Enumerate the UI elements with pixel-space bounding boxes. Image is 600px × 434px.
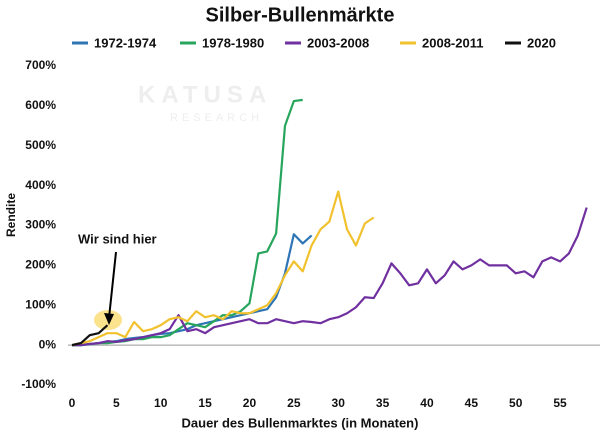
x-tick-label: 40 bbox=[420, 396, 434, 410]
y-tick-label: -100% bbox=[21, 377, 56, 391]
series-line bbox=[71, 190, 375, 347]
x-axis-label: Dauer des Bullenmarktes (in Monaten) bbox=[182, 415, 419, 430]
y-tick-label: 600% bbox=[25, 98, 56, 112]
annotation: Wir sind hier bbox=[78, 231, 157, 246]
y-tick-label: 300% bbox=[25, 218, 56, 232]
x-tick-label: 35 bbox=[376, 396, 390, 410]
y-tick-label: 100% bbox=[25, 297, 56, 311]
chart-title: Silber-Bullenmärkte bbox=[206, 4, 395, 26]
series-line bbox=[71, 324, 109, 347]
legend-label: 2003-2008 bbox=[307, 35, 369, 50]
x-tick-label: 30 bbox=[332, 396, 346, 410]
x-tick-label: 25 bbox=[287, 396, 301, 410]
y-tick-label: 500% bbox=[25, 138, 56, 152]
y-tick-label: 0% bbox=[39, 337, 57, 351]
y-tick-label: 200% bbox=[25, 258, 56, 272]
legend-label: 2020 bbox=[527, 35, 556, 50]
legend-label: 2008-2011 bbox=[422, 35, 483, 50]
y-tick-label: 400% bbox=[25, 178, 56, 192]
legend-label: 1972-1974 bbox=[94, 35, 157, 50]
x-tick-label: 5 bbox=[113, 396, 120, 410]
series-line bbox=[72, 207, 588, 347]
watermark: KATUSA bbox=[138, 81, 272, 108]
arrow bbox=[108, 251, 117, 319]
arrow-head bbox=[104, 313, 114, 325]
x-tick-label: 0 bbox=[69, 396, 76, 410]
y-axis-label: Rendite bbox=[4, 193, 18, 237]
x-tick-label: 15 bbox=[198, 396, 212, 410]
x-tick-label: 20 bbox=[243, 396, 257, 410]
watermark: RESEARCH bbox=[170, 112, 263, 124]
legend-label: 1978-1980 bbox=[202, 35, 264, 50]
x-tick-label: 50 bbox=[509, 396, 523, 410]
x-tick-label: 45 bbox=[465, 396, 479, 410]
series-line bbox=[72, 98, 303, 347]
x-tick-label: 55 bbox=[553, 396, 567, 410]
x-tick-label: 10 bbox=[154, 396, 168, 410]
y-tick-label: 700% bbox=[25, 58, 56, 72]
